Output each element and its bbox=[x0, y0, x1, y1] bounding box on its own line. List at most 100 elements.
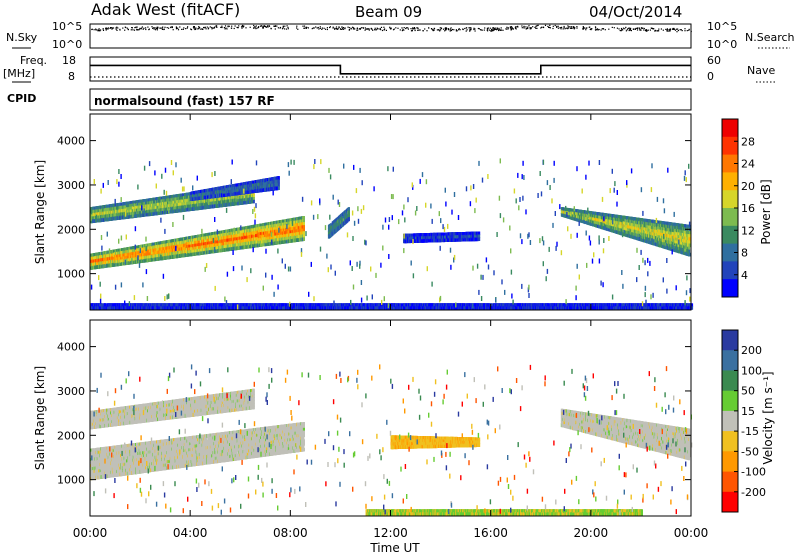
sky-noise-point bbox=[236, 26, 238, 28]
sky-noise-point bbox=[342, 28, 344, 30]
sky-noise-point bbox=[600, 29, 602, 31]
sky-noise-point bbox=[561, 26, 563, 28]
sky-noise-point bbox=[480, 29, 482, 31]
sky-noise-point bbox=[403, 29, 405, 31]
heatmap-cell bbox=[302, 222, 305, 226]
sky-noise-point bbox=[311, 28, 313, 30]
sky-noise-point bbox=[347, 26, 349, 28]
sky-noise-point bbox=[177, 29, 180, 31]
heatmap-cell bbox=[260, 223, 263, 227]
sky-noise-point bbox=[668, 30, 670, 32]
sky-noise-point bbox=[365, 28, 367, 30]
sky-noise-point bbox=[405, 27, 408, 29]
sky-noise-point bbox=[364, 29, 366, 31]
sky-noise-point bbox=[132, 29, 134, 31]
heatmap-cell bbox=[302, 228, 305, 232]
sky-noise-point bbox=[342, 27, 345, 29]
heatmap-cell bbox=[252, 234, 255, 239]
sky-noise-point bbox=[221, 25, 223, 27]
sky-noise-point bbox=[411, 29, 413, 31]
sky-noise-point bbox=[315, 26, 317, 28]
heatmap-cell bbox=[180, 202, 183, 207]
sky-noise-point bbox=[630, 27, 632, 29]
sky-noise-point bbox=[260, 25, 262, 27]
sky-noise-point bbox=[127, 29, 129, 31]
sky-noise-point bbox=[91, 28, 93, 30]
sky-noise-point bbox=[684, 30, 686, 32]
sky-noise-point bbox=[336, 28, 338, 30]
sky-noise-point bbox=[356, 27, 358, 29]
sky-noise-point bbox=[511, 27, 513, 29]
heatmap-cell bbox=[162, 205, 165, 209]
sky-noise-point bbox=[233, 27, 235, 30]
sky-noise-point bbox=[655, 30, 657, 32]
sky-noise-point bbox=[412, 28, 414, 30]
sky-noise-point bbox=[329, 26, 331, 28]
sky-noise-point bbox=[552, 25, 554, 27]
sky-noise-point bbox=[468, 27, 470, 29]
heatmap-cell bbox=[247, 225, 250, 230]
sky-noise-point bbox=[341, 26, 343, 28]
sky-noise-point bbox=[133, 29, 136, 31]
sky-noise-point bbox=[492, 27, 494, 29]
sky-noise-point bbox=[95, 29, 97, 31]
sky-noise-point bbox=[432, 29, 434, 31]
sky-noise-point bbox=[152, 27, 154, 29]
sky-noise-point bbox=[263, 25, 265, 27]
heatmap-cell bbox=[302, 225, 305, 229]
sky-noise-point bbox=[242, 26, 244, 28]
sky-noise-point bbox=[535, 27, 537, 29]
sky-noise-point bbox=[131, 27, 133, 29]
sky-noise-point bbox=[307, 27, 309, 29]
sky-noise-point bbox=[488, 29, 491, 31]
sky-noise-point bbox=[214, 26, 216, 28]
sky-noise-point bbox=[493, 29, 495, 31]
sky-noise-point bbox=[154, 27, 156, 29]
sky-noise-point bbox=[509, 26, 511, 28]
sky-noise-point bbox=[340, 28, 342, 30]
sky-noise-point bbox=[379, 28, 381, 30]
sky-noise-point bbox=[414, 29, 416, 32]
sky-noise-point bbox=[673, 28, 675, 30]
heatmap-cell bbox=[302, 216, 305, 220]
frequency-line bbox=[90, 64, 691, 75]
sky-noise-point bbox=[515, 26, 517, 28]
sky-noise-point bbox=[353, 28, 355, 30]
sky-noise-point bbox=[525, 28, 527, 30]
sky-noise-point bbox=[98, 29, 100, 31]
sky-noise-point bbox=[433, 29, 435, 31]
sky-noise-point bbox=[126, 27, 128, 29]
sky-noise-plot bbox=[91, 24, 692, 33]
sky-noise-point bbox=[161, 28, 163, 30]
sky-noise-point bbox=[187, 26, 189, 28]
sky-noise-point bbox=[596, 28, 599, 30]
sky-noise-point bbox=[594, 26, 597, 28]
sky-noise-point bbox=[438, 29, 440, 31]
sky-noise-point bbox=[212, 27, 214, 29]
sky-noise-point bbox=[264, 25, 266, 27]
sky-noise-point bbox=[156, 29, 158, 31]
sky-noise-point bbox=[267, 25, 269, 27]
heatmap-cell bbox=[288, 224, 291, 228]
sky-noise-point bbox=[626, 29, 628, 31]
sky-noise-point bbox=[99, 30, 101, 32]
sky-noise-point bbox=[511, 28, 513, 30]
sky-noise-point bbox=[185, 28, 187, 30]
sky-noise-point bbox=[412, 27, 414, 29]
sky-noise-point bbox=[366, 28, 368, 30]
sky-noise-point bbox=[567, 25, 569, 27]
sky-noise-point bbox=[416, 27, 418, 29]
sky-noise-point bbox=[625, 30, 627, 32]
sky-noise-point bbox=[639, 29, 641, 31]
sky-noise-point bbox=[390, 28, 392, 30]
sky-noise-point bbox=[303, 25, 306, 27]
sky-noise-point bbox=[172, 29, 174, 31]
sky-noise-point bbox=[560, 28, 562, 30]
sky-noise-point bbox=[548, 26, 550, 28]
heatmap-cell bbox=[164, 198, 167, 203]
sky-noise-point bbox=[671, 28, 673, 30]
sky-noise-point bbox=[541, 26, 543, 28]
sky-noise-point bbox=[359, 28, 361, 30]
sky-noise-point bbox=[105, 28, 107, 30]
sky-noise-point bbox=[243, 25, 245, 27]
